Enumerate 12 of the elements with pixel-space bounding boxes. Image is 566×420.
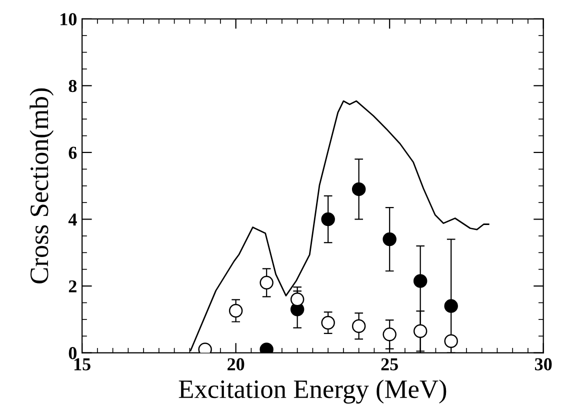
y-tick-label: 8 xyxy=(68,80,77,92)
x-tick-label: 30 xyxy=(535,358,552,370)
y-axis-title: Cross Section(mb) xyxy=(30,88,54,284)
y-tick-label: 2 xyxy=(68,280,76,292)
x-tick-label: 15 xyxy=(74,358,90,370)
x-tick-label: 20 xyxy=(228,358,244,370)
y-tick-label: 4 xyxy=(68,214,77,226)
y-tick-label: 0 xyxy=(68,347,77,360)
y-tick-label: 10 xyxy=(60,13,77,26)
y-tick-label: 6 xyxy=(68,146,77,159)
x-axis-title: Excitation Energy (MeV) xyxy=(178,380,446,404)
x-tick-label: 25 xyxy=(381,358,398,370)
